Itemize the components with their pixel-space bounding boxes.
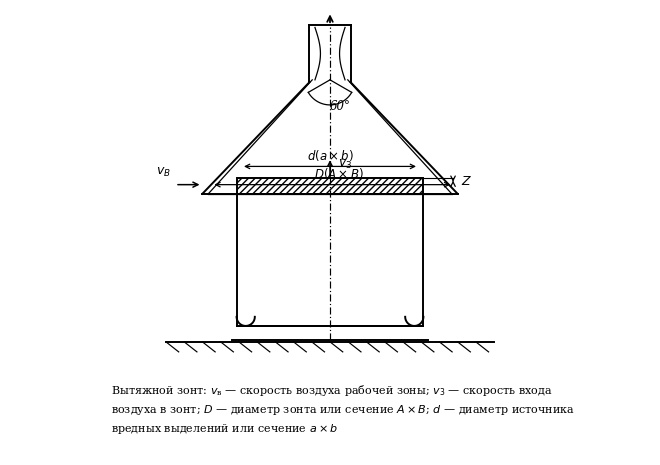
Text: $D(A\times B)$: $D(A\times B)$ <box>314 166 364 181</box>
Bar <box>236 178 424 194</box>
Text: $d(a\times b)$: $d(a\times b)$ <box>307 148 353 163</box>
Text: $v_B$: $v_B$ <box>156 166 170 179</box>
Text: $Z$: $Z$ <box>461 175 473 188</box>
Text: 60°: 60° <box>329 100 350 113</box>
Text: Вытяжной зонт: $v_\mathregular{в}$ — скорость воздуха рабочей зоны; $v_3$ — скор: Вытяжной зонт: $v_\mathregular{в}$ — ско… <box>112 383 576 436</box>
Text: $v_3$: $v_3$ <box>338 158 352 171</box>
